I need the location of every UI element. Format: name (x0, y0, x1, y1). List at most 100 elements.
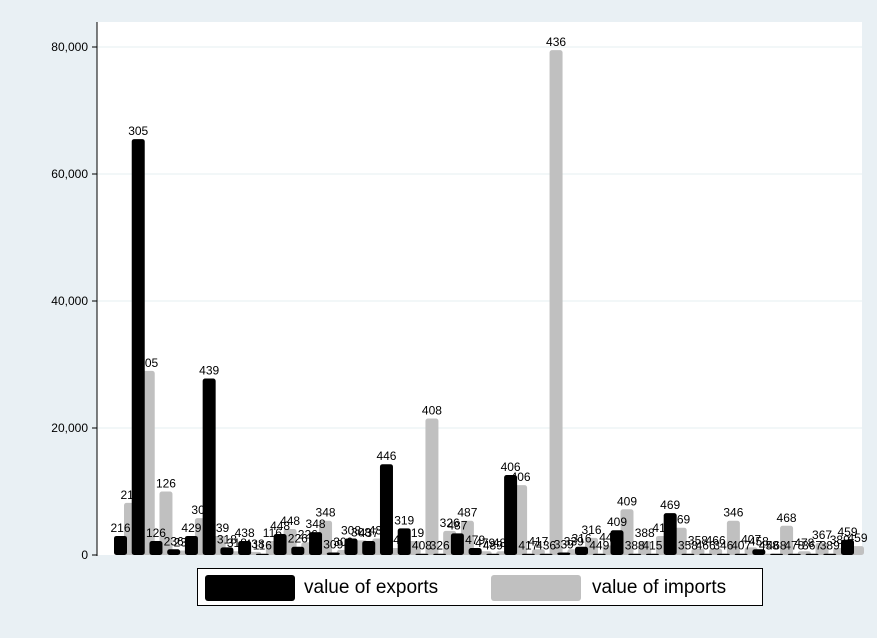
bar-label-exports: 358 (678, 539, 698, 553)
bar-exports (255, 553, 269, 555)
plot-background (97, 22, 862, 555)
bar-exports (309, 532, 323, 555)
bar-exports (521, 553, 535, 555)
bar-label-imports: 478 (794, 536, 814, 550)
bar-label-exports: 367 (802, 539, 822, 553)
bar-imports (319, 520, 333, 555)
bar-label-exports: 487 (447, 518, 467, 532)
bar-exports (734, 553, 748, 555)
bar-exports (344, 538, 358, 555)
bar-label-exports: 116 (253, 539, 272, 553)
bar-exports (539, 553, 553, 555)
bar-label-imports: 389 (830, 533, 850, 547)
bar-label-exports: 409 (607, 515, 627, 529)
bar-exports (184, 535, 198, 555)
bar-exports (450, 533, 464, 555)
bar-label-exports: 316 (572, 532, 592, 546)
bar-label-exports: 489 (483, 539, 503, 553)
bar-label-imports: 319 (404, 526, 424, 540)
legend-swatch-exports (205, 575, 295, 601)
bar-imports (585, 537, 599, 555)
bar-imports (691, 548, 705, 555)
bar-label-imports: 367 (812, 528, 832, 542)
bar-exports (823, 553, 837, 555)
bar-label-imports: 388 (635, 526, 655, 540)
bar-imports (815, 542, 829, 555)
bar-label-imports: 459 (847, 531, 867, 545)
bar-label-exports: 346 (713, 539, 733, 553)
bar-imports (549, 50, 563, 556)
bar-imports (407, 541, 421, 555)
bar-exports (326, 552, 340, 555)
bar-label-imports: 487 (457, 506, 477, 520)
bar-label-exports: 469 (660, 498, 680, 512)
bar-label-imports: 408 (422, 403, 442, 417)
bar-exports (131, 139, 145, 555)
bar-label-imports: 489 (493, 536, 513, 550)
bar-label-imports: 307 (191, 503, 211, 517)
bar-label-exports: 438 (235, 526, 255, 540)
bar-exports (557, 552, 571, 555)
bar-label-imports: 438 (245, 537, 265, 551)
bar-label-imports: 437 (369, 523, 389, 537)
bar-label-exports: 446 (376, 449, 396, 463)
bar-imports (620, 509, 634, 555)
legend: value of exports value of imports (197, 568, 763, 606)
bar-label-imports: 318 (227, 536, 247, 550)
bar-exports (841, 539, 854, 555)
bar-label-exports: 326 (430, 539, 450, 553)
bar-label-imports: 415 (652, 521, 672, 535)
bar-label-imports: 308 (351, 525, 371, 539)
bar-label-exports: 339 (554, 537, 574, 551)
bar-exports (238, 541, 252, 555)
bar-label-exports: 226 (288, 532, 308, 546)
bar-label-imports: 305 (138, 356, 158, 370)
bar-label-exports: 309 (323, 537, 343, 551)
bar-label-imports: 469 (670, 513, 690, 527)
bar-label-exports: 437 (359, 526, 379, 540)
bar-exports (716, 553, 730, 555)
bar-exports (610, 530, 624, 555)
bar-exports (291, 546, 305, 555)
bar-exports (681, 553, 695, 555)
bar-exports (220, 547, 234, 555)
bar-exports (167, 549, 181, 555)
bar-label-exports: 388 (625, 539, 645, 553)
bar-exports (805, 553, 819, 555)
bar-exports (433, 553, 447, 555)
bar-exports (149, 541, 163, 555)
bar-label-exports: 407 (731, 539, 751, 553)
bar-exports (114, 535, 127, 555)
bar-exports (663, 513, 677, 555)
bar-exports (202, 378, 216, 555)
bar-imports (851, 546, 864, 555)
bar-label-imports: 116 (263, 526, 282, 540)
bar-label-imports: 417 (528, 534, 548, 548)
bar-label-imports: 326 (440, 516, 460, 530)
bar-imports (673, 527, 687, 555)
bar-label-imports: 216 (120, 488, 140, 502)
bar-label-exports: 305 (128, 124, 148, 138)
bar-exports (628, 553, 642, 555)
bar-imports (709, 548, 723, 555)
bar-exports (645, 553, 659, 555)
bar-imports (425, 418, 439, 555)
bar-label-exports: 429 (181, 521, 201, 535)
bar-label-imports: 236 (174, 536, 194, 550)
bar-label-imports: 468 (777, 511, 797, 525)
bar-label-imports: 226 (298, 527, 318, 541)
bar-label-exports: 458 (749, 534, 769, 548)
bar-exports (397, 528, 411, 555)
bar-label-imports: 406 (511, 470, 531, 484)
bar-label-imports: 446 (386, 533, 406, 547)
bar-label-exports: 318 (217, 532, 237, 546)
bar-label-exports: 319 (394, 513, 414, 527)
bar-label-imports: 409 (617, 494, 637, 508)
bar-exports (415, 553, 429, 555)
bar-label-imports: 466 (706, 534, 726, 548)
bar-imports (780, 525, 794, 555)
bar-label-exports: 436 (536, 539, 556, 553)
bar-label-exports: 417 (518, 539, 538, 553)
bar-exports (379, 464, 393, 555)
bar-label-imports: 479 (475, 536, 495, 550)
